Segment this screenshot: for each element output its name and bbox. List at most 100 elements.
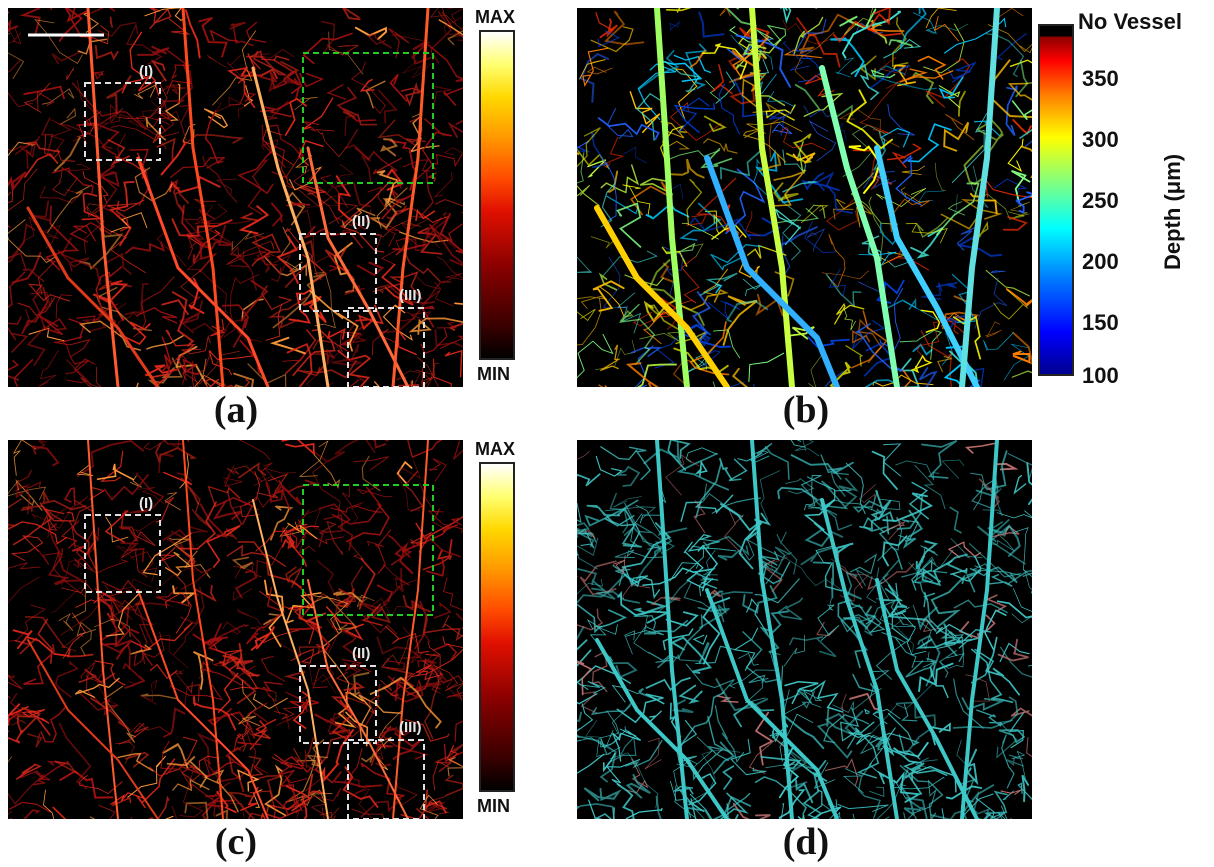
capillary-segment bbox=[402, 159, 431, 172]
capillary-segment bbox=[852, 149, 893, 185]
capillary-segment bbox=[985, 321, 1002, 338]
capillary-segment bbox=[941, 459, 965, 479]
main-vessel bbox=[959, 8, 1000, 387]
capillary-segment bbox=[956, 224, 981, 251]
capillary-segment bbox=[308, 167, 359, 225]
capillary-segment bbox=[904, 796, 928, 819]
capillary-segment bbox=[267, 296, 307, 330]
capillary-segment bbox=[212, 500, 242, 521]
capillary-segment bbox=[102, 176, 121, 217]
capillary-segment bbox=[69, 521, 98, 572]
capillary-segment bbox=[667, 158, 705, 179]
capillary-segment bbox=[339, 180, 392, 253]
capillary-segment bbox=[51, 586, 82, 613]
capillary-segment bbox=[577, 680, 606, 694]
capillary-segment bbox=[1007, 570, 1032, 585]
capillary-segment bbox=[66, 67, 75, 80]
capillary-segment bbox=[287, 479, 319, 493]
capillary-segment bbox=[248, 755, 264, 777]
capillary-segment bbox=[214, 496, 254, 525]
capillary-segment bbox=[603, 162, 617, 224]
capillary-segment bbox=[816, 621, 836, 637]
capillary-segment bbox=[95, 219, 146, 274]
capillary-segment bbox=[937, 356, 953, 373]
capillary-segment bbox=[341, 483, 364, 507]
capillary-segment bbox=[752, 450, 769, 460]
capillary-segment bbox=[184, 801, 209, 819]
capillary-segment bbox=[1021, 774, 1030, 803]
capillary-segment bbox=[163, 471, 193, 486]
capillary-segment bbox=[134, 167, 173, 202]
capillary-segment bbox=[742, 43, 768, 62]
panel-d-image bbox=[577, 440, 1032, 819]
capillary-segment bbox=[579, 803, 616, 819]
capillary-segment bbox=[895, 154, 923, 207]
capillary-segment bbox=[1013, 474, 1027, 495]
capillary-segment bbox=[388, 28, 410, 59]
capillary-segment bbox=[169, 179, 180, 194]
capillary-segment bbox=[415, 362, 440, 387]
capillary-segment bbox=[331, 486, 382, 525]
capillary-segment bbox=[614, 549, 665, 559]
capillary-segment bbox=[731, 49, 755, 67]
capillary-segment bbox=[432, 643, 458, 661]
capillary-segment bbox=[130, 816, 133, 819]
capillary-segment bbox=[754, 776, 807, 819]
capillary-segment bbox=[286, 342, 313, 387]
capillary-segment bbox=[239, 212, 261, 228]
capillary-segment bbox=[802, 689, 823, 708]
capillary-segment bbox=[223, 474, 243, 487]
capillary-segment bbox=[109, 180, 135, 247]
capillary-segment bbox=[685, 213, 708, 226]
capillary-segment bbox=[144, 8, 186, 22]
capillary-segment bbox=[935, 281, 958, 289]
capillary-segment bbox=[855, 727, 896, 745]
capillary-segment bbox=[83, 203, 107, 218]
capillary-segment bbox=[347, 748, 363, 783]
capillary-segment bbox=[722, 295, 758, 346]
capillary-segment bbox=[625, 626, 664, 637]
capillary-segment bbox=[938, 85, 961, 109]
capillary-segment bbox=[133, 598, 155, 667]
capillary-segment bbox=[326, 44, 359, 56]
capillary-segment bbox=[114, 628, 140, 660]
capillary-segment bbox=[156, 233, 187, 267]
capillary-segment bbox=[161, 83, 186, 95]
capillary-segment bbox=[280, 519, 309, 551]
capillary-segment bbox=[179, 766, 204, 818]
capillary-segment bbox=[147, 357, 183, 387]
capillary-segment bbox=[80, 661, 105, 685]
capillary-segment bbox=[326, 83, 347, 100]
capillary-segment bbox=[69, 163, 92, 172]
capillary-segment bbox=[358, 694, 402, 740]
capillary-segment bbox=[454, 302, 463, 305]
capillary-segment bbox=[1002, 216, 1028, 231]
capillary-segment bbox=[376, 636, 422, 660]
capillary-segment bbox=[168, 175, 221, 194]
capillary-segment bbox=[790, 440, 806, 448]
capillary-segment bbox=[172, 779, 210, 792]
capillary-segment bbox=[436, 256, 463, 284]
capillary-segment bbox=[259, 719, 268, 732]
capillary-segment bbox=[893, 741, 929, 758]
capillary-segment bbox=[181, 334, 211, 355]
capillary-segment bbox=[837, 599, 869, 669]
capillary-segment bbox=[53, 136, 81, 173]
capillary-segment bbox=[1012, 119, 1032, 135]
capillary-segment bbox=[89, 487, 105, 500]
capillary-segment bbox=[695, 462, 723, 519]
capillary-segment bbox=[72, 579, 87, 619]
capillary-segment bbox=[353, 456, 389, 471]
capillary-segment bbox=[577, 703, 594, 732]
capillary-segment bbox=[423, 217, 463, 267]
capillary-segment bbox=[633, 613, 650, 654]
capillary-segment bbox=[987, 524, 1021, 557]
capillary-segment bbox=[335, 175, 353, 222]
capillary-segment bbox=[803, 498, 836, 538]
capillary-segment bbox=[37, 618, 53, 664]
capillary-segment bbox=[878, 57, 910, 89]
capillary-segment bbox=[680, 288, 729, 311]
capillary-segment bbox=[444, 349, 463, 378]
capillary-segment bbox=[98, 804, 116, 819]
capillary-segment bbox=[577, 530, 579, 539]
